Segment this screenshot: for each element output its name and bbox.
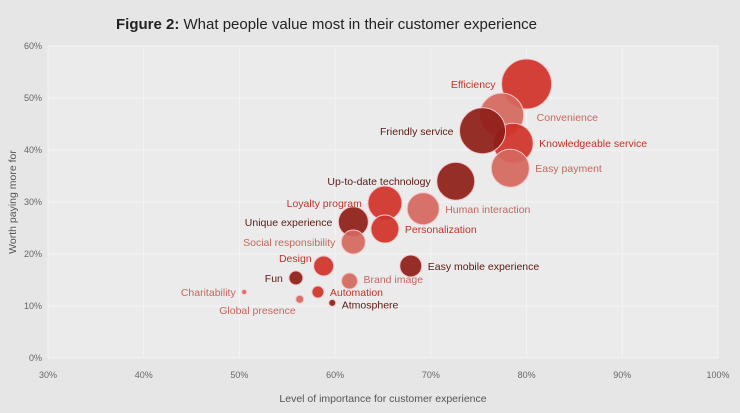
data-label: Easy payment [535, 163, 602, 175]
data-label: Atmosphere [342, 299, 399, 311]
data-label: Easy mobile experience [428, 261, 540, 273]
title-text: What people value most in their customer… [183, 16, 538, 33]
bubble[interactable] [406, 192, 440, 226]
y-axis-label: Worth paying more for [7, 150, 19, 254]
bubble[interactable] [241, 288, 248, 295]
y-tick-label: 30% [24, 197, 42, 207]
y-tick-label: 20% [24, 249, 42, 259]
bubble[interactable] [436, 161, 476, 201]
x-tick-label: 30% [39, 370, 57, 380]
x-tick-label: 100% [706, 370, 729, 380]
data-label: Social responsibility [243, 237, 336, 249]
data-label: Knowledgeable service [539, 138, 647, 150]
data-label: Personalization [405, 224, 477, 236]
data-label: Brand image [364, 274, 424, 286]
bubble[interactable] [288, 270, 304, 286]
x-tick-label: 60% [326, 370, 344, 380]
y-tick-label: 50% [24, 93, 42, 103]
x-axis-label: Level of importance for customer experie… [279, 393, 486, 405]
bubble[interactable] [340, 229, 366, 255]
bubble[interactable] [341, 272, 358, 290]
data-label: Fun [265, 273, 283, 285]
bubble[interactable] [311, 285, 325, 299]
data-label: Loyalty program [287, 198, 363, 210]
x-tick-label: 80% [518, 370, 536, 380]
x-tick-label: 50% [230, 370, 248, 380]
y-tick-label: 0% [29, 353, 42, 363]
data-label: Charitability [181, 287, 237, 299]
data-label: Global presence [219, 305, 296, 317]
y-tick-label: 60% [24, 41, 42, 51]
bubble[interactable] [328, 298, 337, 307]
data-label: Design [279, 253, 312, 265]
data-label: Friendly service [380, 126, 454, 138]
x-tick-label: 70% [422, 370, 440, 380]
chart-title: Figure 2: What people value most in thei… [116, 16, 537, 33]
data-label: Automation [330, 287, 383, 299]
x-tick-label: 40% [135, 370, 153, 380]
data-label: Up-to-date technology [327, 176, 431, 188]
bubble[interactable] [370, 214, 400, 244]
y-tick-label: 10% [24, 301, 42, 311]
data-label: Efficiency [451, 79, 496, 91]
data-label: Unique experience [245, 217, 333, 229]
bubble[interactable] [295, 294, 305, 304]
y-tick-label: 40% [24, 145, 42, 155]
data-label: Human interaction [445, 204, 530, 216]
figure-number: Figure 2: [116, 16, 180, 33]
bubble[interactable] [399, 254, 423, 278]
bubble[interactable] [459, 107, 507, 155]
bubble[interactable] [313, 255, 335, 277]
bubble[interactable] [490, 148, 530, 188]
data-label: Convenience [537, 112, 598, 124]
x-tick-label: 90% [613, 370, 631, 380]
